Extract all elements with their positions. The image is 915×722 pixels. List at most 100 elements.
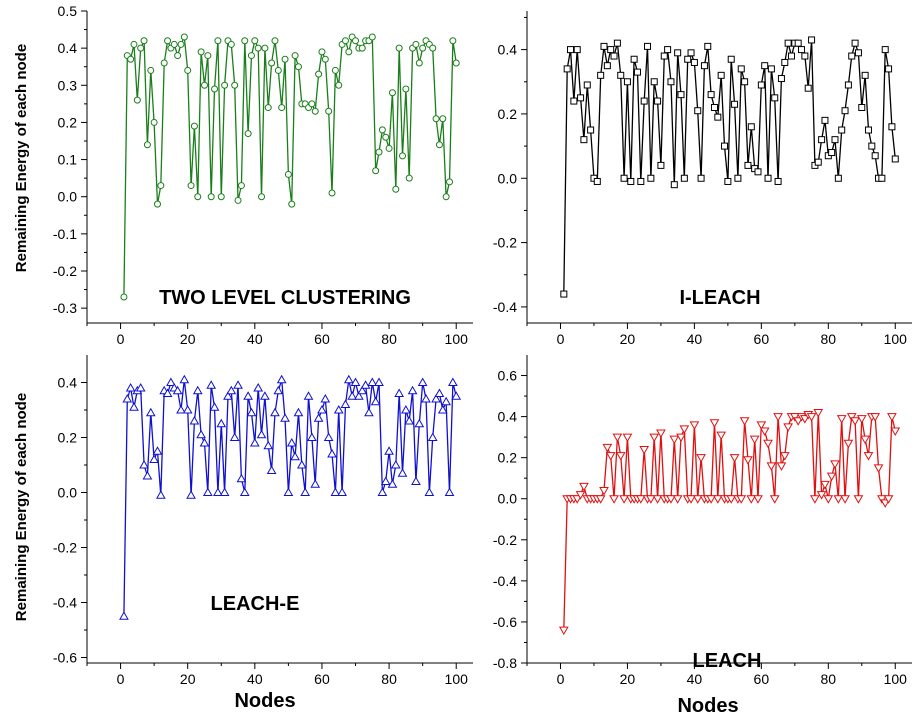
x-axis-label-right: Nodes <box>677 695 738 717</box>
data-point <box>583 81 591 89</box>
data-point <box>873 464 884 473</box>
y-tick-label: -0.4 <box>493 573 517 589</box>
data-point <box>288 200 296 208</box>
data-point <box>137 44 145 52</box>
data-point <box>593 177 601 185</box>
data-point <box>633 68 641 76</box>
data-point <box>247 52 255 60</box>
data-point <box>654 97 662 105</box>
panels: 0 20 40 60 80 100-0.3-0.2-0.10.00.10.20.30.40… <box>53 3 912 687</box>
data-point <box>712 495 723 504</box>
data-point <box>174 52 182 60</box>
data-point <box>261 44 269 52</box>
data-point <box>320 393 331 403</box>
data-point <box>756 421 767 430</box>
data-point <box>603 62 611 70</box>
data-point <box>387 479 398 488</box>
data-point <box>429 44 437 52</box>
y-tick-label: 0.6 <box>498 368 518 384</box>
data-point <box>680 174 688 182</box>
y-tick-label: 0.2 <box>498 106 518 122</box>
data-point <box>435 141 443 149</box>
data-point <box>335 81 343 89</box>
data-point <box>199 437 210 447</box>
data-point <box>125 382 136 392</box>
data-point <box>620 174 628 182</box>
data-point <box>325 107 333 115</box>
data-point <box>840 495 850 504</box>
data-point <box>308 100 316 108</box>
data-point <box>656 429 666 439</box>
data-point <box>337 487 347 496</box>
data-point <box>757 81 765 89</box>
data-point <box>706 495 716 504</box>
data-point <box>176 404 186 414</box>
x-tick-label: 60 <box>314 331 330 347</box>
data-point <box>877 495 887 504</box>
data-point <box>615 452 626 461</box>
data-point <box>623 78 631 86</box>
data-point <box>246 407 257 417</box>
data-point <box>716 431 727 441</box>
data-point <box>721 142 729 150</box>
data-point <box>627 177 635 185</box>
data-point <box>612 433 623 443</box>
data-point <box>776 462 787 471</box>
data-point <box>323 432 334 441</box>
data-point <box>871 152 879 160</box>
x-tick-label: 100 <box>445 331 469 347</box>
y-tick-label: 0.0 <box>498 170 518 186</box>
data-point <box>347 391 358 400</box>
data-point <box>729 454 740 463</box>
data-point <box>724 177 732 185</box>
y-tick-label: 0.2 <box>498 450 518 466</box>
data-point <box>352 37 360 45</box>
data-point <box>318 48 326 56</box>
data-point <box>793 417 804 426</box>
data-point <box>843 439 854 449</box>
data-point <box>736 495 747 504</box>
data-point <box>647 174 655 182</box>
x-tick-label: 20 <box>180 331 196 347</box>
y-axis-label-bottom: Remaining Energy of each node <box>13 393 30 621</box>
data-point <box>317 404 327 414</box>
data-point <box>331 66 339 74</box>
data-point <box>841 107 849 115</box>
data-point <box>190 122 198 130</box>
data-point <box>575 491 586 500</box>
data-point <box>619 495 629 504</box>
data-point <box>635 495 646 504</box>
data-point <box>649 433 660 443</box>
x-tick-label: 60 <box>754 671 770 687</box>
data-point <box>394 388 405 397</box>
series-line <box>563 412 896 631</box>
data-point <box>801 52 809 60</box>
data-point <box>727 55 735 63</box>
y-tick-label: 0.1 <box>58 152 78 168</box>
data-point <box>789 413 800 422</box>
data-point <box>256 429 267 439</box>
y-tick-label: 0.2 <box>58 430 78 446</box>
y-tick-label: 0.3 <box>58 77 78 93</box>
data-point <box>313 413 324 422</box>
data-point <box>826 472 837 482</box>
data-point <box>397 468 408 477</box>
data-point <box>868 142 876 150</box>
data-point <box>567 46 575 54</box>
data-point <box>836 415 847 424</box>
data-point <box>286 437 297 447</box>
data-point <box>558 626 569 636</box>
data-point <box>177 40 185 48</box>
data-point <box>182 404 193 414</box>
y-tick-label: -0.2 <box>493 532 517 548</box>
data-point <box>401 404 411 414</box>
data-point <box>609 495 619 504</box>
data-point <box>411 476 421 485</box>
data-point <box>820 480 830 490</box>
data-point <box>197 48 205 56</box>
data-point <box>610 52 618 60</box>
series-line <box>123 379 457 617</box>
x-tick-label: 80 <box>381 331 397 347</box>
data-point <box>442 193 450 201</box>
data-point <box>142 470 153 480</box>
